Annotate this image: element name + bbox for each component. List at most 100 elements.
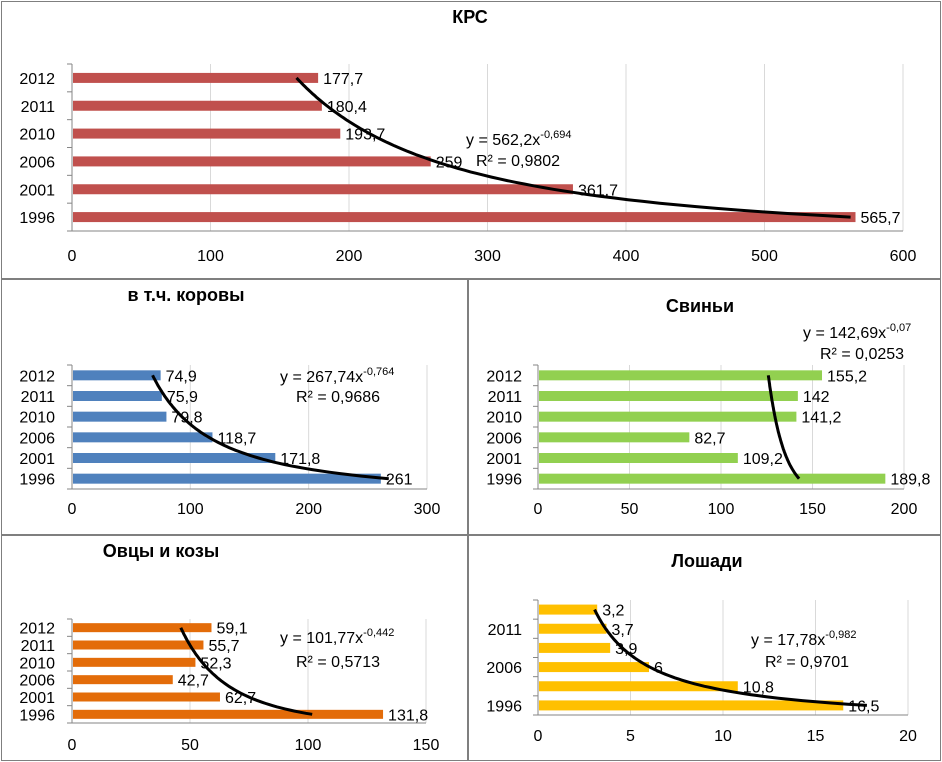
data-label: 565,7 — [860, 210, 900, 227]
category-label: 2011 — [21, 389, 56, 406]
bar — [539, 623, 607, 634]
data-label: 6 — [654, 660, 663, 677]
bar — [539, 391, 798, 401]
x-tick-label: 300 — [474, 248, 501, 265]
x-tick-label: 20 — [899, 728, 917, 745]
data-label: 109,2 — [743, 451, 783, 468]
trendline — [151, 374, 389, 481]
trend-exponent: -0,07 — [886, 322, 911, 334]
bar — [539, 681, 738, 692]
bar — [73, 100, 322, 111]
x-tick-label: 5 — [626, 728, 635, 745]
data-label: 193,7 — [345, 127, 385, 144]
category-label: 2001 — [19, 182, 55, 199]
category-label: 1996 — [19, 707, 55, 724]
x-tick-label: 0 — [534, 501, 543, 518]
x-tick-label: 400 — [613, 248, 640, 265]
x-tick-label: 600 — [890, 248, 917, 265]
category-label: 2012 — [19, 621, 55, 638]
bar — [73, 473, 381, 484]
category-label: 2006 — [19, 673, 55, 690]
category-label: 2011 — [488, 389, 523, 406]
panel-frame — [1, 535, 468, 761]
bar — [539, 453, 738, 463]
data-label: 141,2 — [801, 410, 841, 427]
trend-equation: y = 101,77x-0,442 — [280, 627, 394, 647]
bar — [73, 675, 173, 685]
trend-r2: R² = 0,9701 — [765, 654, 849, 671]
category-label: 2010 — [19, 655, 55, 672]
x-tick-label: 0 — [68, 501, 77, 518]
data-label: 10,8 — [743, 679, 774, 696]
x-tick-label: 100 — [177, 501, 204, 518]
chart-title: КРС — [452, 7, 488, 27]
chart-title: Лошади — [671, 551, 742, 571]
data-label: 59,1 — [216, 621, 247, 638]
category-label: 2006 — [19, 430, 55, 447]
x-tick-label: 100 — [197, 248, 224, 265]
trend-equation: y = 562,2x-0,694 — [466, 129, 571, 149]
trend-exponent: -0,694 — [540, 129, 571, 141]
category-label: 1996 — [19, 472, 55, 489]
x-tick-label: 300 — [414, 501, 441, 518]
data-label: 42,7 — [178, 673, 209, 690]
category-label: 2001 — [19, 690, 55, 707]
category-label: 2012 — [19, 71, 55, 88]
x-tick-label: 200 — [336, 248, 363, 265]
category-label: 2011 — [488, 622, 523, 639]
data-label: 3,7 — [611, 622, 633, 639]
chart-3: Свиньи 0 50 100 150 200 1996 189,8 2001 109,2 2006… — [486, 296, 930, 518]
bar — [539, 411, 797, 422]
category-label: 1996 — [486, 472, 522, 489]
bar — [539, 370, 823, 381]
trendline — [295, 76, 851, 219]
bar — [539, 642, 611, 653]
chart-title: Овцы и козы — [103, 541, 219, 561]
bar — [539, 473, 886, 484]
category-label: 2006 — [486, 430, 522, 447]
chart-title: в т.ч. коровы — [128, 285, 245, 305]
x-tick-label: 15 — [807, 728, 825, 745]
trend-equation: y = 142,69x-0,07 — [803, 322, 911, 342]
bar — [73, 432, 213, 443]
data-label: 171,8 — [280, 451, 320, 468]
trend-r2: R² = 0,5713 — [296, 654, 380, 671]
x-tick-label: 500 — [751, 248, 778, 265]
category-label: 2012 — [486, 368, 522, 385]
category-label: 2001 — [19, 451, 55, 468]
category-label: 2006 — [19, 154, 55, 171]
trend-exponent: -0,442 — [363, 627, 394, 639]
bar — [73, 453, 276, 463]
data-label: 62,7 — [225, 690, 256, 707]
x-tick-label: 0 — [534, 728, 543, 745]
data-label: 180,4 — [327, 99, 367, 116]
x-tick-label: 200 — [295, 501, 322, 518]
trendline — [766, 375, 801, 480]
category-label: 2001 — [486, 451, 522, 468]
bar — [73, 391, 162, 401]
x-tick-label: 50 — [181, 737, 199, 754]
bar — [73, 709, 384, 719]
category-label: 2010 — [19, 127, 55, 144]
x-tick-label: 150 — [413, 737, 440, 754]
data-label: 82,7 — [694, 430, 725, 447]
chart-4: Овцы и козы 0 50 100 150 1996 131,8 2001 62,7 200… — [19, 541, 439, 754]
bar — [73, 640, 204, 650]
x-tick-label: 200 — [891, 501, 918, 518]
x-tick-label: 100 — [708, 501, 735, 518]
data-label: 55,7 — [208, 638, 239, 655]
data-label: 3,2 — [602, 603, 624, 620]
trend-exponent: -0,764 — [363, 366, 394, 378]
data-label: 16,5 — [848, 698, 879, 715]
data-label: 177,7 — [323, 71, 363, 88]
bar — [539, 700, 844, 711]
bar — [539, 432, 690, 443]
bar — [73, 692, 220, 702]
data-label: 118,7 — [217, 430, 256, 447]
panel-frame — [1, 1, 941, 279]
trend-r2: R² = 0,9802 — [476, 153, 560, 170]
trendline — [179, 627, 313, 716]
category-label: 1996 — [486, 698, 522, 715]
